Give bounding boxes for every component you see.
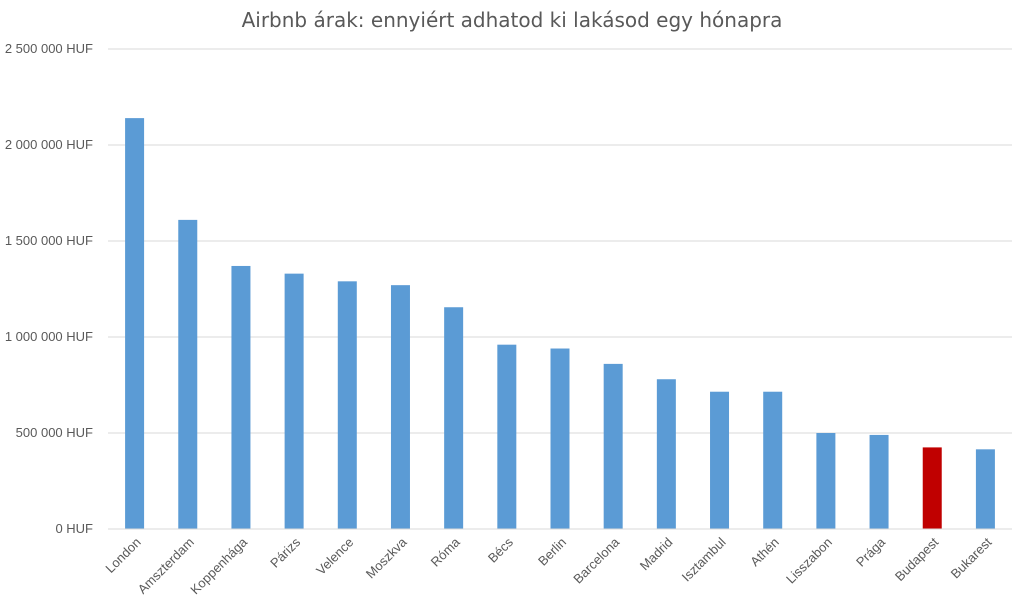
bar-amszterdam: [178, 219, 198, 529]
x-tick-label: Velence: [313, 535, 356, 578]
bar-párizs: [284, 273, 304, 529]
bar-koppenhága: [231, 265, 251, 529]
x-tick-label: Budapest: [892, 534, 942, 584]
y-tick-label: 0 HUF: [55, 521, 93, 536]
x-tick-label: Isztambul: [679, 534, 729, 584]
y-tick-label: 2 000 000 HUF: [5, 137, 93, 152]
y-tick-label: 500 000 HUF: [16, 425, 93, 440]
x-tick-label: Párizs: [267, 534, 303, 570]
y-tick-label: 1 500 000 HUF: [5, 233, 93, 248]
bar-budapest: [922, 447, 942, 529]
bar-madrid: [656, 379, 676, 529]
chart-title: Airbnb árak: ennyiért adhatod ki lakásod…: [241, 8, 783, 32]
bar-bukarest: [975, 449, 995, 529]
x-tick-label: Lisszabon: [783, 535, 835, 587]
x-tick-label: Madrid: [637, 535, 676, 574]
x-tick-label: Koppenhága: [187, 534, 250, 597]
bar-bécs: [497, 344, 517, 529]
x-tick-label: Róma: [428, 534, 464, 570]
y-tick-label: 1 000 000 HUF: [5, 329, 93, 344]
x-tick-label: Bukarest: [948, 534, 995, 581]
x-tick-label: Athén: [747, 535, 782, 570]
bar-berlin: [550, 348, 570, 529]
x-tick-label: Berlin: [535, 535, 569, 569]
bar-róma: [444, 307, 464, 529]
bar-athén: [763, 391, 783, 529]
x-tick-label: Bécs: [485, 534, 516, 565]
x-tick-label: Moszkva: [363, 534, 410, 581]
bar-velence: [337, 281, 357, 529]
bar-moszkva: [390, 285, 410, 529]
y-tick-label: 2 500 000 HUF: [5, 41, 93, 56]
x-tick-label: Barcelona: [570, 534, 623, 587]
bar-barcelona: [603, 363, 623, 529]
bar-prága: [869, 434, 889, 529]
x-tick-label: Prága: [853, 534, 889, 570]
bar-lisszabon: [816, 433, 836, 529]
x-tick-label: London: [102, 535, 143, 576]
bar-isztambul: [710, 391, 730, 529]
bar-london: [125, 118, 145, 530]
